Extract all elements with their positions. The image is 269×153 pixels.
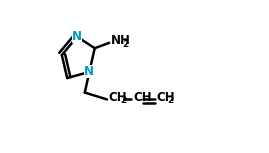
Text: 2: 2 (120, 97, 126, 105)
Text: 2: 2 (122, 40, 128, 49)
Text: CH: CH (133, 91, 152, 104)
Text: CH: CH (108, 91, 127, 104)
Text: 2: 2 (167, 97, 174, 105)
Text: N: N (72, 30, 82, 43)
Text: CH: CH (156, 91, 175, 104)
Text: N: N (84, 65, 94, 78)
Text: NH: NH (111, 34, 131, 47)
